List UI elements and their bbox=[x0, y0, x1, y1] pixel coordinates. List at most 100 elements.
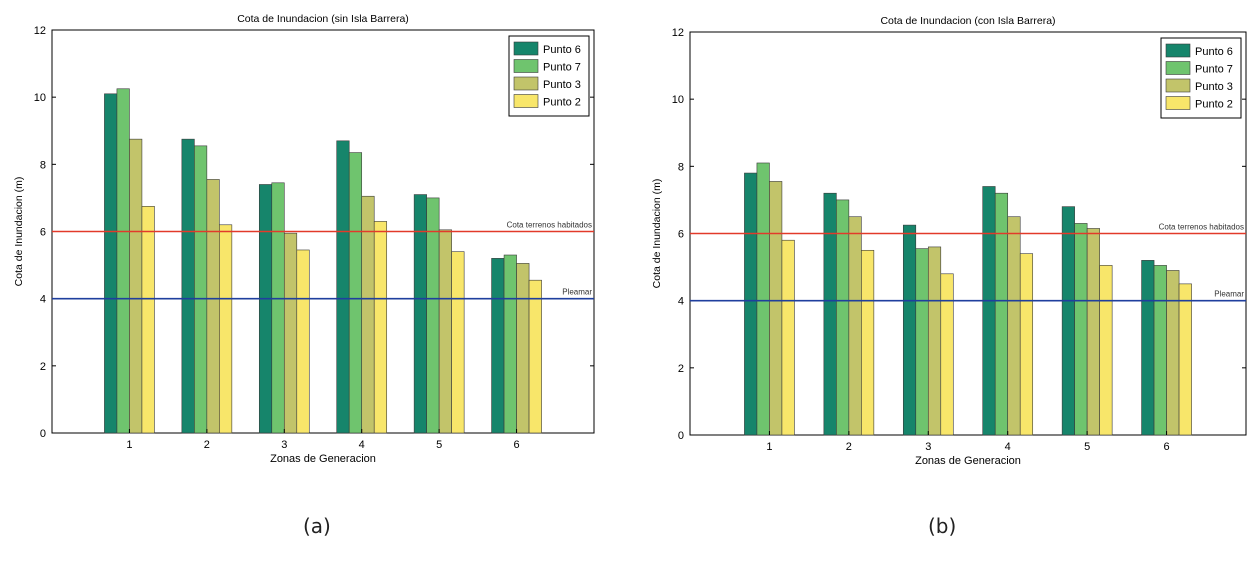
chart1-legend-swatch bbox=[513, 59, 539, 73]
chart2-y-axis-label: Cota de Inundacion (m) bbox=[651, 179, 663, 289]
chart2-y-tick-label: 4 bbox=[678, 296, 684, 308]
chart1-legend-label: Punto 3 bbox=[543, 79, 581, 91]
chart2-x-tick-label: 4 bbox=[1005, 441, 1011, 453]
chart2-y-tick-label: 8 bbox=[678, 161, 684, 173]
chart1-x-tick-label: 3 bbox=[281, 439, 287, 451]
chart2-bar-punto-6-zona-6 bbox=[1141, 260, 1155, 436]
chart2-bar-punto-6-zona-2 bbox=[823, 192, 837, 436]
chart1-y-axis-label: Cota de Inundacion (m) bbox=[13, 177, 25, 287]
chart1-bar-punto-2-zona-4 bbox=[373, 221, 388, 434]
chart2-bar-punto-2-zona-3 bbox=[940, 273, 954, 436]
chart2-bar-punto-3-zona-5 bbox=[1086, 228, 1100, 436]
chart2-bar-punto-3-zona-1 bbox=[769, 181, 783, 436]
chart1-y-tick-label: 12 bbox=[34, 25, 46, 37]
chart-b-svg: Cota de Inundacion (con Isla Barrera) 0 2 4… bbox=[651, 15, 1247, 467]
chart2-y-tick-label: 2 bbox=[678, 363, 684, 375]
chart2-legend-swatch bbox=[1165, 61, 1191, 75]
chart1-x-tick-label: 1 bbox=[126, 439, 132, 451]
chart1-x-tick-label: 5 bbox=[436, 439, 442, 451]
chart2-legend-swatch bbox=[1165, 96, 1191, 110]
chart1-legend-label: Punto 7 bbox=[543, 62, 581, 74]
chart1-habitados-label: Cota terrenos habitados bbox=[507, 221, 592, 230]
chart2-bar-punto-7-zona-4 bbox=[994, 192, 1009, 436]
chart1-bar-punto-6-zona-2 bbox=[181, 138, 195, 434]
chart-panel-a: Cota de Inundacion (sin Isla Barrera) 0 2 4… bbox=[0, 0, 610, 571]
chart1-y-tick-label: 8 bbox=[40, 159, 46, 171]
chart1-legend-swatch bbox=[513, 41, 539, 56]
chart2-title: Cota de Inundacion (con Isla Barrera) bbox=[880, 15, 1055, 27]
chart-a-svg: Cota de Inundacion (sin Isla Barrera) 0 2 4… bbox=[13, 13, 595, 465]
chart2-x-tick-label: 5 bbox=[1084, 441, 1090, 453]
chart1-bar-punto-7-zona-4 bbox=[348, 152, 363, 434]
chart2-y-tick-label: 6 bbox=[678, 229, 684, 241]
chart1-bar-punto-2-zona-3 bbox=[296, 249, 310, 434]
chart1-bar-punto-3-zona-1 bbox=[129, 138, 143, 434]
chart2-legend-label: Punto 7 bbox=[1195, 64, 1233, 76]
chart2-legend-label: Punto 3 bbox=[1195, 81, 1233, 93]
chart2-x-tick-label: 2 bbox=[846, 441, 852, 453]
chart2-x-tick-label: 1 bbox=[766, 441, 772, 453]
chart1-bar-punto-2-zona-2 bbox=[219, 224, 233, 434]
chart1-legend-label: Punto 2 bbox=[543, 97, 581, 109]
chart2-bar-punto-3-zona-2 bbox=[848, 216, 862, 436]
chart1-bar-punto-3-zona-5 bbox=[438, 229, 452, 434]
chart2-y-tick-label: 12 bbox=[672, 27, 684, 39]
chart1-bar-punto-3-zona-2 bbox=[206, 179, 220, 434]
chart2-bar-punto-7-zona-5 bbox=[1074, 223, 1088, 436]
chart2-bar-punto-2-zona-1 bbox=[781, 239, 795, 436]
chart2-x-axis-label: Zonas de Generacion bbox=[915, 455, 1021, 467]
chart1-x-tick-label: 2 bbox=[204, 439, 210, 451]
chart1-bar-punto-6-zona-1 bbox=[104, 93, 118, 434]
chart2-pleamar-label: Pleamar bbox=[1214, 290, 1244, 299]
chart2-bar-punto-6-zona-4 bbox=[982, 186, 996, 436]
chart1-bar-punto-2-zona-5 bbox=[451, 251, 465, 434]
chart1-bar-punto-7-zona-6 bbox=[503, 254, 517, 434]
chart1-legend-swatch bbox=[513, 76, 539, 91]
chart2-bar-punto-3-zona-6 bbox=[1166, 270, 1180, 436]
chart2-bar-punto-3-zona-3 bbox=[927, 246, 942, 436]
chart1-bar-punto-3-zona-6 bbox=[516, 263, 530, 434]
chart1-bar-punto-3-zona-3 bbox=[283, 232, 298, 434]
chart1-title: Cota de Inundacion (sin Isla Barrera) bbox=[237, 13, 409, 25]
chart1-bar-punto-7-zona-1 bbox=[116, 88, 130, 434]
chart2-bar-punto-6-zona-1 bbox=[744, 172, 758, 436]
chart2-legend-label: Punto 6 bbox=[1195, 46, 1233, 58]
chart2-y-tick-label: 0 bbox=[678, 430, 684, 442]
chart1-y-tick-label: 2 bbox=[40, 361, 46, 373]
chart1-legend-swatch bbox=[513, 94, 539, 108]
chart2-legend-label: Punto 2 bbox=[1195, 99, 1233, 111]
chart2-bar-punto-7-zona-6 bbox=[1153, 265, 1167, 436]
chart1-bar-punto-2-zona-6 bbox=[528, 279, 542, 434]
chart-panel-b: Cota de Inundacion (con Isla Barrera) 0 2 4… bbox=[630, 0, 1249, 571]
chart2-bar-punto-6-zona-3 bbox=[902, 224, 917, 436]
chart2-legend-swatch bbox=[1165, 43, 1191, 58]
chart1-bar-punto-6-zona-6 bbox=[491, 258, 505, 434]
chart1-y-tick-label: 10 bbox=[34, 92, 46, 104]
chart2-habitados-label: Cota terrenos habitados bbox=[1159, 223, 1244, 232]
chart1-bar-punto-6-zona-3 bbox=[258, 184, 273, 434]
chart2-bar-punto-7-zona-2 bbox=[836, 199, 850, 436]
chart1-bar-punto-7-zona-5 bbox=[426, 197, 440, 434]
chart2-bar-punto-2-zona-4 bbox=[1019, 253, 1034, 436]
chart1-x-tick-label: 4 bbox=[359, 439, 365, 451]
chart1-bar-punto-6-zona-4 bbox=[336, 140, 350, 434]
chart2-x-tick-label: 6 bbox=[1164, 441, 1170, 453]
chart1-pleamar-label: Pleamar bbox=[562, 288, 592, 297]
chart2-bar-punto-6-zona-5 bbox=[1061, 206, 1075, 436]
chart2-bar-punto-3-zona-4 bbox=[1007, 216, 1021, 436]
chart2-bar-punto-7-zona-3 bbox=[915, 248, 929, 436]
chart1-y-tick-label: 6 bbox=[40, 227, 46, 239]
chart2-x-tick-label: 3 bbox=[925, 441, 931, 453]
chart1-x-axis-label: Zonas de Generacion bbox=[270, 453, 376, 465]
chart1-bar-punto-2-zona-1 bbox=[141, 206, 155, 434]
chart1-bar-punto-7-zona-3 bbox=[271, 182, 285, 434]
chart1-x-tick-label: 6 bbox=[514, 439, 520, 451]
caption-b: (b) bbox=[928, 514, 957, 538]
chart2-bar-punto-7-zona-1 bbox=[756, 162, 770, 436]
chart2-legend-swatch bbox=[1165, 78, 1191, 93]
chart1-y-tick-label: 4 bbox=[40, 294, 46, 306]
chart2-bar-punto-2-zona-2 bbox=[861, 249, 875, 436]
chart1-bar-punto-6-zona-5 bbox=[413, 194, 427, 434]
chart1-legend-label: Punto 6 bbox=[543, 44, 581, 56]
chart2-bar-punto-2-zona-5 bbox=[1099, 265, 1113, 436]
